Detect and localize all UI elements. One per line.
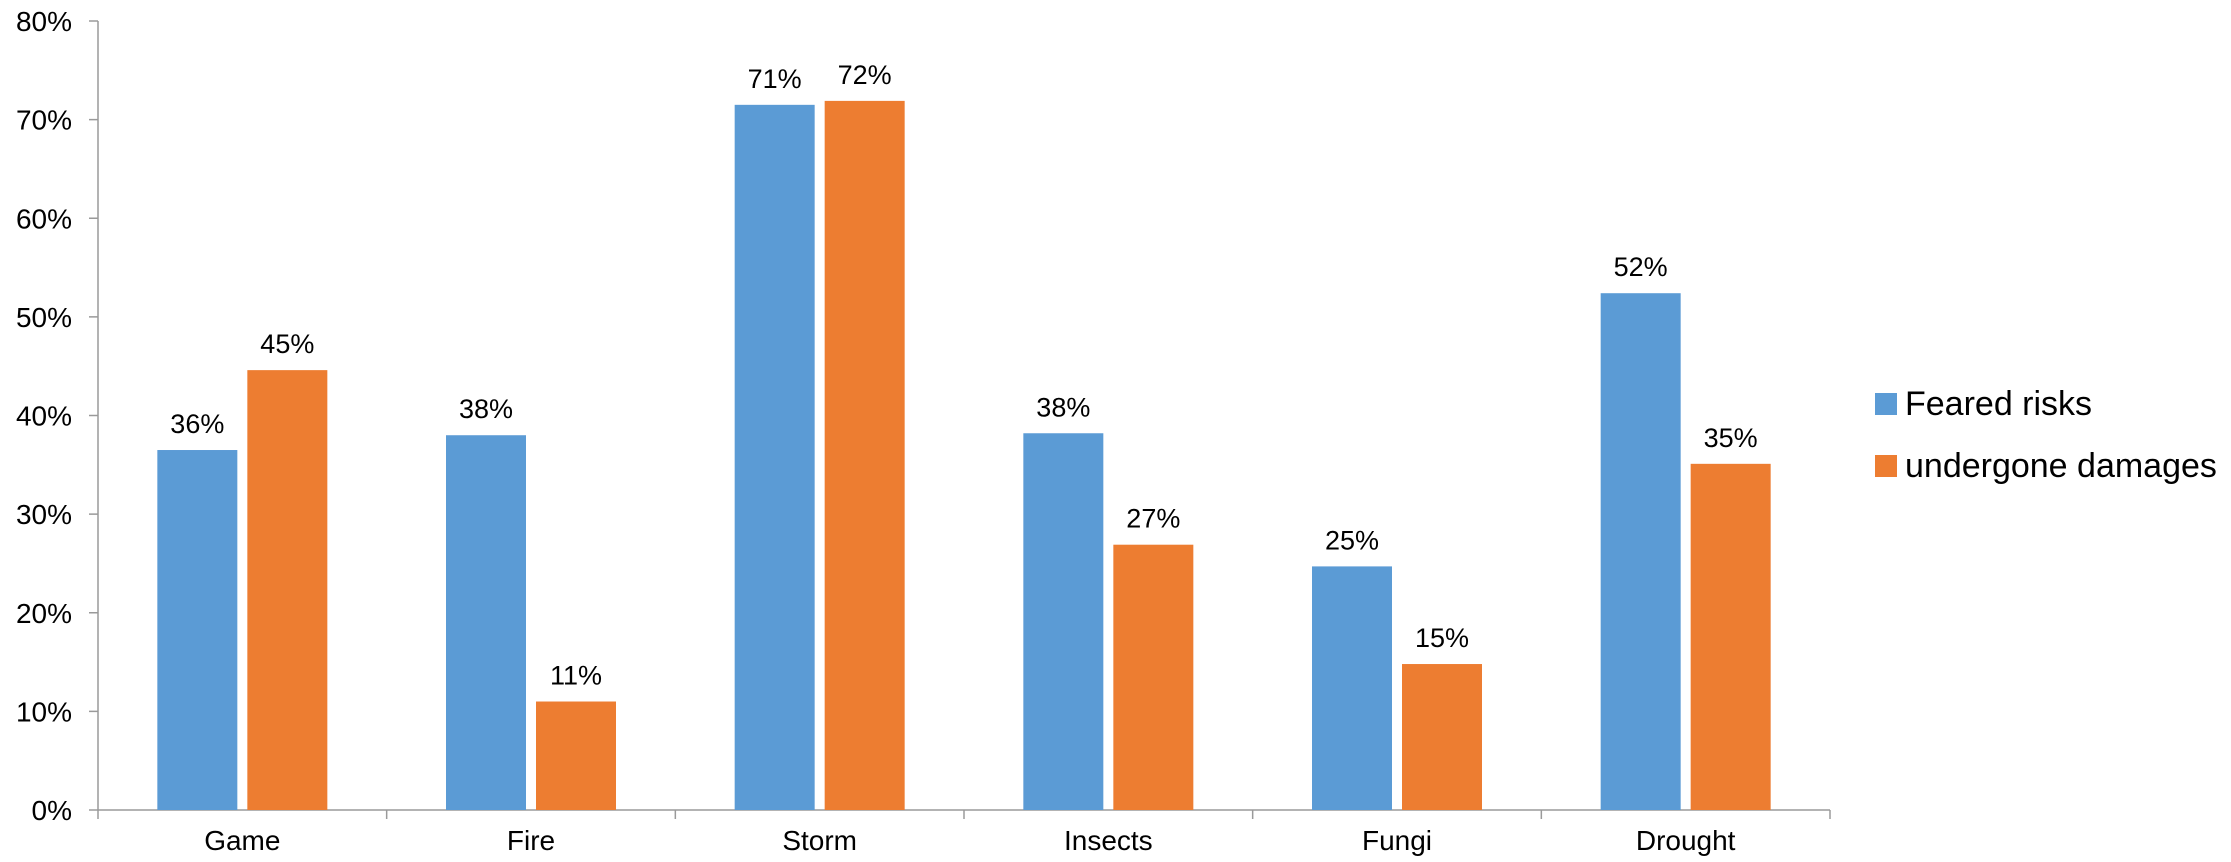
bar (1023, 433, 1104, 810)
bar-data-label: 25% (1325, 525, 1379, 555)
bar (536, 701, 616, 810)
y-tick-label: 0% (32, 795, 72, 826)
y-tick-label: 30% (16, 499, 72, 530)
bar-data-label: 35% (1704, 423, 1758, 453)
y-tick-label: 50% (16, 302, 72, 333)
bar (1113, 544, 1194, 810)
bar-data-label: 15% (1415, 623, 1469, 653)
bar-data-label: 52% (1614, 252, 1668, 282)
y-tick-label: 10% (16, 696, 72, 727)
bar-data-label: 11% (550, 661, 602, 691)
bar (1312, 566, 1392, 810)
legend: Feared risks undergone damages (1875, 385, 2217, 485)
bar-data-label: 38% (1036, 392, 1090, 422)
bar (734, 104, 815, 811)
y-tick-label: 60% (16, 203, 72, 234)
bar-data-label: 36% (170, 409, 224, 439)
bar (446, 435, 526, 810)
legend-label: undergone damages (1905, 447, 2217, 485)
bar (247, 370, 328, 810)
legend-swatch (1875, 393, 1897, 415)
bar (1402, 664, 1482, 810)
bar (824, 100, 905, 811)
x-category-label: Drought (1636, 825, 1736, 856)
data-labels: 36% 45% 38% 11% 71% 72% 38% 27% 25% 15% 52% 35% (170, 60, 1757, 691)
y-tick-label: 80% (16, 6, 72, 37)
x-category-label: Insects (1064, 825, 1153, 856)
x-category-label: Fungi (1362, 825, 1432, 856)
legend-label: Feared risks (1905, 385, 2092, 423)
x-category-label: Game (204, 825, 280, 856)
x-category-label: Storm (782, 825, 857, 856)
bar (1690, 463, 1771, 810)
bar (157, 450, 238, 810)
x-category-label: Fire (507, 825, 555, 856)
y-tick-label: 70% (16, 105, 72, 136)
y-tick-label: 40% (16, 401, 72, 432)
y-tick-label: 20% (16, 598, 72, 629)
legend-swatch (1875, 455, 1897, 477)
bar-data-label: 45% (260, 329, 314, 359)
bar-data-label: 72% (838, 60, 892, 90)
bar-data-label: 71% (748, 64, 802, 94)
bars (157, 100, 1771, 811)
bar-data-label: 27% (1126, 504, 1180, 534)
bar (1600, 293, 1681, 811)
axes: 0% 10% 20% 30% 40% 50% 60% 70% 80% Game Fire Storm I… (16, 6, 1831, 856)
bar-data-label: 38% (459, 394, 513, 424)
